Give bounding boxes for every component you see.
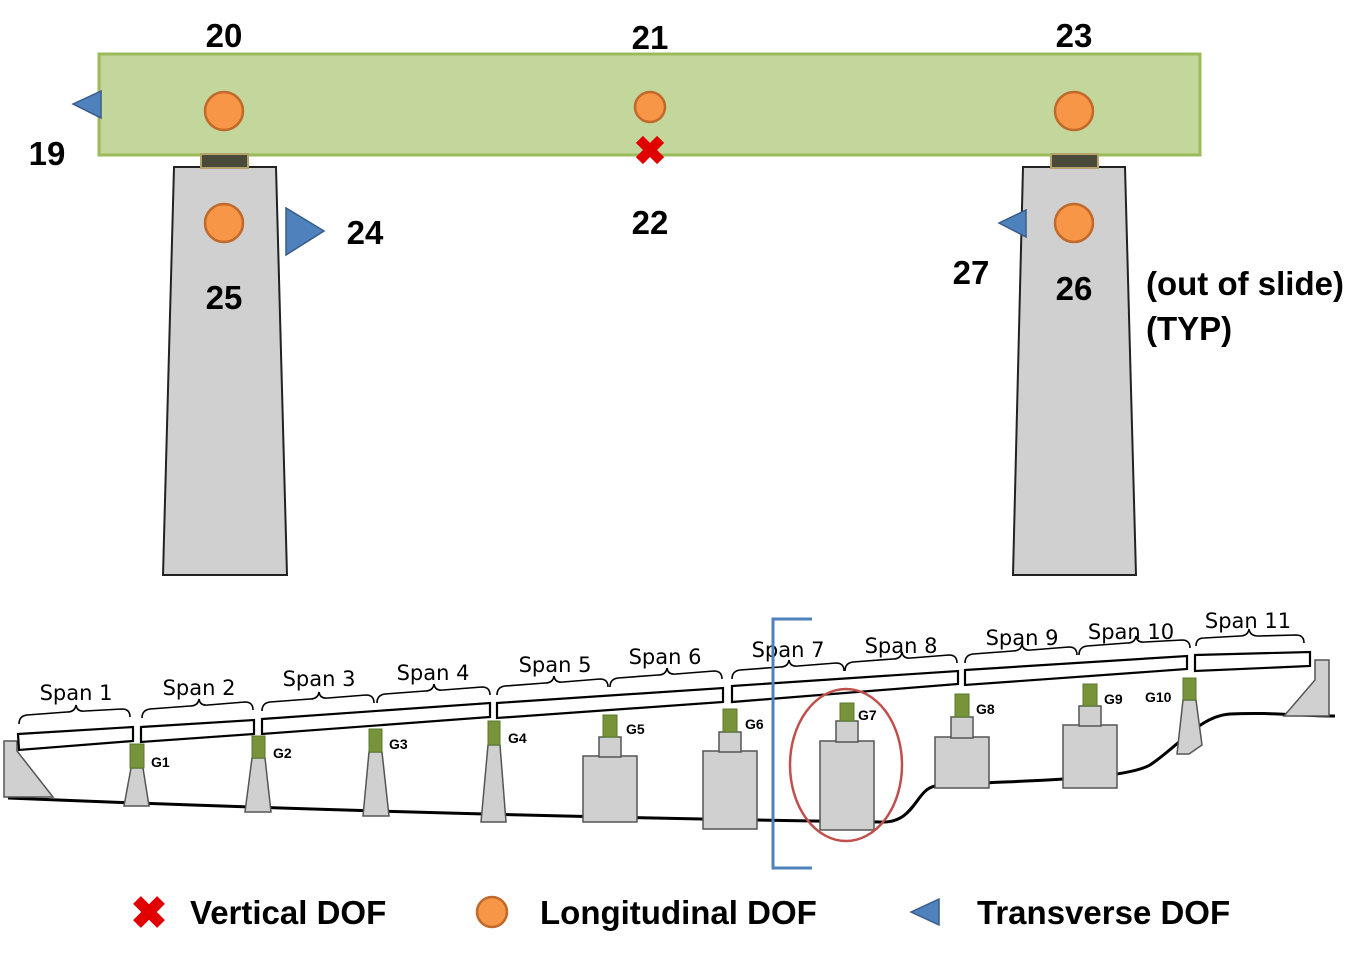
brace-span-1: [19, 705, 130, 724]
legend-triangle-icon: [911, 899, 939, 925]
span-3-label: Span 3: [283, 667, 356, 691]
legend-vertical-label: Vertical DOF: [190, 894, 386, 931]
pier-g10: [1177, 700, 1202, 754]
pier-g1: [124, 768, 149, 806]
node-19-label: 19: [29, 135, 66, 172]
brace-span-7: [732, 660, 844, 679]
span-11-label: Span 11: [1205, 609, 1291, 633]
dof-20-circle-icon: [205, 92, 243, 130]
deck-frame-6: [965, 656, 1187, 685]
brace-span-6: [610, 668, 722, 687]
deck-frame-5: [732, 671, 958, 702]
pier-g7-base: [820, 741, 874, 830]
pier-g8-top: [951, 717, 973, 738]
span-2-label: Span 2: [163, 676, 236, 700]
pier-g7-top: [836, 721, 858, 742]
legend-transverse-label: Transverse DOF: [977, 894, 1230, 931]
span-10-label: Span 10: [1088, 620, 1174, 644]
gap-g8-label: G8: [976, 701, 995, 717]
bridge-elevation: Span 1 Span 2 Span 3 Span 4 Span 5 Span …: [4, 609, 1335, 868]
bearing-g4: [488, 721, 500, 745]
deck-frame-2: [141, 720, 254, 742]
span-1-label: Span 1: [40, 681, 113, 705]
gap-g10-label: G10: [1145, 689, 1172, 705]
node-24-label: 24: [347, 214, 384, 251]
node-26-label: 26: [1056, 270, 1093, 307]
deck-frame-4: [497, 688, 723, 718]
node-21-label: 21: [632, 19, 669, 56]
gap-g7-label: G7: [858, 707, 877, 723]
span-8-label: Span 8: [865, 634, 938, 658]
span-9-label: Span 9: [986, 626, 1059, 650]
right-bearing: [1051, 154, 1098, 168]
bearing-g10: [1183, 678, 1196, 700]
dof-21-circle-icon: [635, 92, 665, 122]
pier-g9-top: [1079, 706, 1101, 726]
deck-frame-1: [18, 727, 133, 750]
bearing-g5: [603, 715, 617, 737]
bearing-g6: [723, 709, 737, 732]
pier-g8-base: [935, 737, 989, 788]
right-abutment: [1284, 660, 1329, 716]
legend-circle-icon: [477, 897, 507, 927]
gap-g6-label: G6: [745, 716, 764, 732]
bent-detail: 20 21 23 19 22 24 25 27 26 (out of slide…: [29, 17, 1344, 575]
bearing-g7: [840, 703, 854, 721]
gap-g1-label: G1: [151, 754, 170, 770]
left-bearing: [201, 154, 248, 168]
dof-26-circle-icon: [1055, 204, 1093, 242]
pier-g5-top: [599, 737, 621, 757]
node-27-label: 27: [953, 254, 990, 291]
brace-span-5: [497, 676, 608, 695]
dof-25-circle-icon: [205, 204, 243, 242]
bearing-g1: [130, 744, 144, 768]
note-typ: (TYP): [1146, 310, 1232, 347]
node-20-label: 20: [206, 17, 243, 54]
gap-g2-label: G2: [273, 745, 292, 761]
node-22-label: 22: [632, 204, 669, 241]
span-4-label: Span 4: [397, 661, 470, 685]
gap-g3-label: G3: [389, 736, 408, 752]
pier-g9-base: [1063, 725, 1117, 788]
bearing-g3: [369, 729, 382, 752]
pier-g4: [481, 745, 506, 822]
gap-g5-label: G5: [626, 721, 645, 737]
brace-span-4: [377, 684, 490, 703]
dof-19-triangle-icon: [73, 91, 101, 118]
span-6-label: Span 6: [629, 645, 702, 669]
pier-g6-top: [719, 732, 741, 752]
gap-g4-label: G4: [508, 730, 527, 746]
dof-24-triangle-icon: [286, 208, 324, 255]
span-5-label: Span 5: [519, 653, 592, 677]
pier-g5-base: [583, 756, 637, 822]
bearing-g8: [955, 694, 969, 717]
deck-frame-7: [1195, 652, 1310, 671]
node-25-label: 25: [206, 279, 243, 316]
legend-longitudinal-label: Longitudinal DOF: [540, 894, 817, 931]
node-23-label: 23: [1056, 17, 1093, 54]
brace-span-3: [262, 692, 374, 711]
dof-27-triangle-icon: [999, 210, 1026, 237]
pier-g3: [363, 752, 389, 816]
bearing-g9: [1083, 684, 1097, 706]
legend: Vertical DOF Longitudinal DOF Transverse…: [133, 894, 1230, 931]
span-7-label: Span 7: [752, 638, 825, 662]
dof-23-circle-icon: [1055, 92, 1093, 130]
bearing-g2: [252, 736, 265, 758]
note-out-of-slide: (out of slide): [1146, 265, 1344, 302]
legend-cross-icon: [133, 896, 165, 928]
brace-span-2: [142, 699, 253, 718]
pier-g2: [245, 758, 271, 812]
pier-g6-base: [703, 751, 757, 829]
gap-g9-label: G9: [1104, 691, 1123, 707]
